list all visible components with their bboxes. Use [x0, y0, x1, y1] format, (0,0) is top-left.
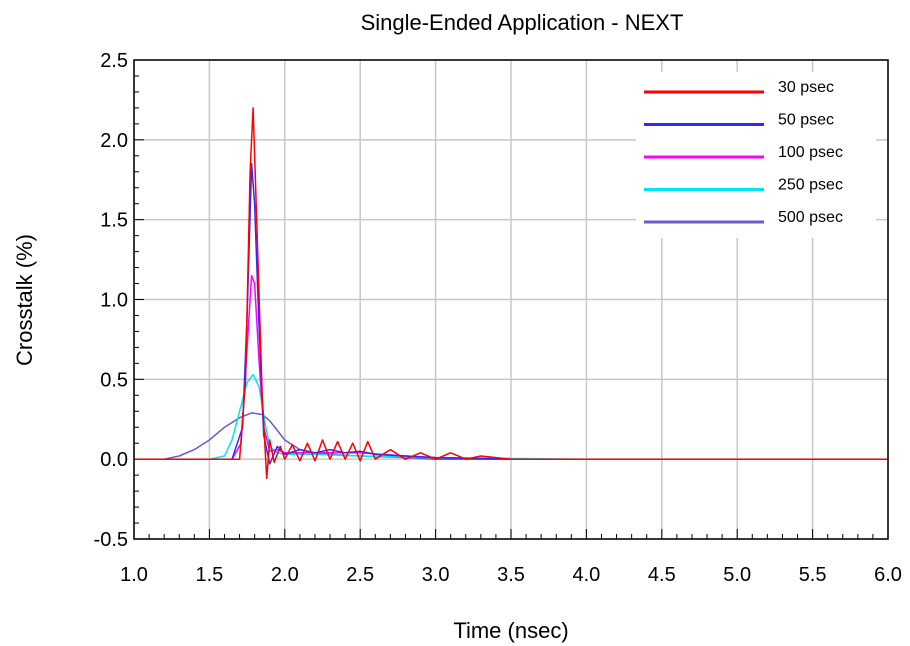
legend-label: 50 psec: [778, 112, 834, 129]
x-axis-label: Time (nsec): [453, 618, 568, 643]
legend-box: [636, 72, 876, 238]
x-tick-label: 6.0: [874, 564, 902, 586]
legend-label: 250 psec: [778, 177, 843, 194]
y-axis-label: Crosstalk (%): [12, 234, 37, 366]
x-tick-label: 5.5: [799, 564, 827, 586]
y-tick-label: 2.5: [100, 50, 128, 72]
y-tick-label: 0.0: [100, 449, 128, 471]
y-tick-label: 1.5: [100, 210, 128, 232]
x-tick-label: 1.5: [195, 564, 223, 586]
y-tick-label: 1.0: [100, 290, 128, 312]
y-tick-labels: 2.5 2.0 1.5 1.0 0.5 0.0 -0.5: [94, 50, 128, 551]
x-tick-labels: 1.0 1.5 2.0 2.5 3.0 3.5 4.0 4.5 5.0 5.5 6.0: [120, 564, 902, 586]
series-layer: [134, 107, 888, 480]
series-line-500-psec: [134, 412, 888, 460]
legend-label: 500 psec: [778, 209, 843, 226]
chart-title: Single-Ended Application - NEXT: [361, 10, 684, 35]
legend-label: 100 psec: [778, 144, 843, 161]
x-tick-label: 2.0: [271, 564, 299, 586]
x-tick-label: 3.0: [422, 564, 450, 586]
x-tick-label: 1.0: [120, 564, 148, 586]
series-line-50-psec: [134, 163, 888, 465]
y-tick-label: 0.5: [100, 369, 128, 391]
minor-ticks: [133, 59, 889, 540]
x-tick-label: 2.5: [346, 564, 374, 586]
legend: 30 psec 50 psec 100 psec 250 psec 500 psec: [636, 72, 876, 238]
y-tick-label: 2.0: [100, 130, 128, 152]
x-tick-label: 3.5: [497, 564, 525, 586]
legend-label: 30 psec: [778, 79, 834, 96]
series-line-30-psec: [134, 107, 888, 480]
y-tick-label: -0.5: [94, 529, 128, 551]
plot-frame: [133, 59, 889, 540]
x-tick-label: 4.0: [572, 564, 600, 586]
x-tick-label: 5.0: [723, 564, 751, 586]
x-tick-label: 4.5: [648, 564, 676, 586]
